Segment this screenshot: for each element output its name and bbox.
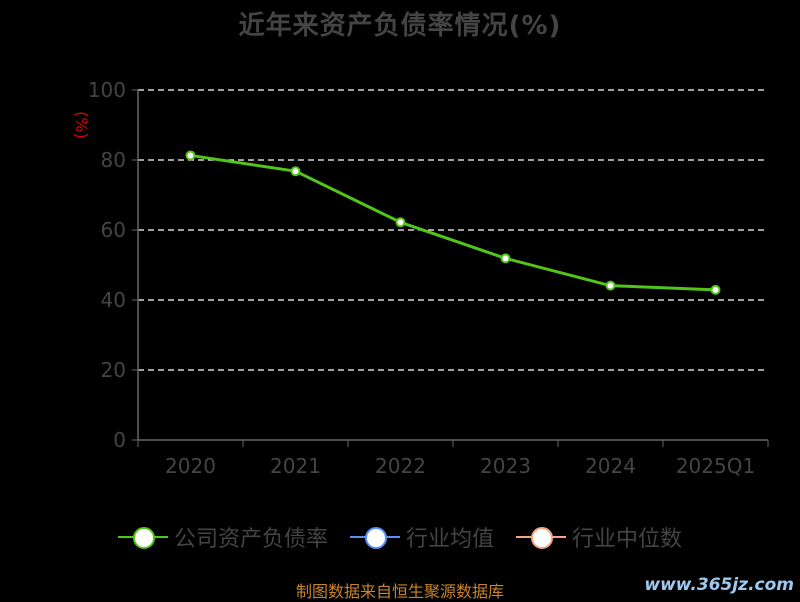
x-tick-label: 2020: [165, 454, 216, 478]
legend-label-industry-median: 行业中位数: [572, 527, 683, 552]
x-tick-label: 2021: [270, 454, 321, 478]
y-tick-label: 20: [101, 358, 126, 382]
series-points: [185, 150, 721, 295]
y-tick-label: 60: [101, 218, 126, 242]
legend: 公司资产负债率 行业均值 行业中位数: [0, 520, 800, 554]
data-point: [395, 217, 406, 228]
y-tick-label: 80: [101, 148, 126, 172]
legend-item-company[interactable]: 公司资产负债率: [117, 521, 328, 553]
chart-title: 近年来资产负债率情况(%): [238, 11, 562, 41]
x-tick-label: 2023: [480, 454, 531, 478]
y-axis-label: (%): [72, 111, 91, 139]
axes: 0 20 40 60 80 100 2020 2021 2022 2023 2024 2025Q1: [88, 78, 769, 478]
y-tick-label: 100: [88, 78, 126, 102]
data-point: [500, 253, 511, 264]
grid-lines: [138, 89, 768, 371]
legend-item-industry-median[interactable]: 行业中位数: [516, 521, 682, 553]
legend-label-industry-mean: 行业均值: [405, 527, 494, 552]
watermark: www.365jz.com: [644, 575, 794, 595]
data-source-note: 制图数据来自恒生聚源数据库: [295, 582, 504, 601]
blue-circle-marker-icon: [349, 525, 400, 549]
y-tick-label: 0: [113, 428, 126, 452]
series-lines: [190, 153, 716, 292]
legend-item-industry-mean[interactable]: 行业均值: [349, 521, 494, 553]
data-point: [710, 284, 721, 295]
x-tick-label: 2024: [585, 454, 636, 478]
orange-circle-marker-icon: [516, 525, 566, 549]
data-point: [185, 150, 196, 161]
x-tick-label: 2022: [375, 454, 426, 478]
y-tick-label: 40: [101, 288, 126, 312]
series-line: [190, 153, 716, 292]
line-chart: 0 20 40 60 80 100 2020 2021 2022 2023 2024 2025Q1 (…: [72, 78, 769, 478]
legend-label-company: 公司资产负债率: [173, 527, 328, 552]
green-circle-marker-icon: [117, 525, 168, 549]
data-point: [290, 166, 301, 177]
data-point: [605, 280, 616, 291]
x-tick-label: 2025Q1: [676, 454, 755, 478]
